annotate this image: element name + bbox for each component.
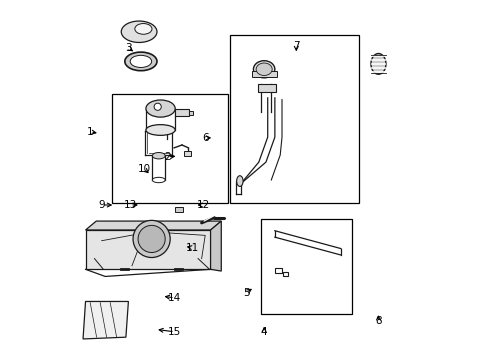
Bar (175, 207, 183, 212)
Bar (274, 267, 282, 273)
Ellipse shape (152, 153, 165, 159)
Ellipse shape (145, 125, 175, 135)
Text: 5: 5 (243, 288, 249, 297)
Ellipse shape (152, 177, 165, 183)
Ellipse shape (253, 61, 274, 78)
Bar (184, 151, 191, 156)
Text: 8: 8 (374, 316, 381, 326)
Ellipse shape (130, 55, 151, 67)
Bar (175, 109, 188, 116)
Text: 4: 4 (260, 327, 267, 337)
Bar (283, 272, 287, 276)
Ellipse shape (236, 176, 243, 186)
Text: 1: 1 (87, 127, 93, 137)
Text: 12: 12 (196, 200, 210, 210)
Circle shape (133, 220, 170, 257)
Ellipse shape (121, 21, 157, 42)
Bar (188, 111, 193, 114)
Circle shape (154, 103, 161, 111)
Text: 10: 10 (138, 164, 151, 174)
Polygon shape (83, 301, 128, 339)
Text: 7: 7 (292, 41, 299, 51)
Bar (112, 94, 228, 203)
Bar (257, 84, 275, 93)
Polygon shape (85, 221, 221, 230)
Text: 11: 11 (186, 243, 199, 253)
Ellipse shape (145, 100, 175, 117)
Text: 9: 9 (98, 200, 105, 210)
Text: 14: 14 (168, 293, 181, 303)
Text: 2: 2 (164, 152, 171, 162)
Ellipse shape (370, 54, 385, 74)
Circle shape (138, 225, 165, 252)
Bar (230, 35, 358, 203)
Text: 13: 13 (123, 200, 137, 210)
Ellipse shape (135, 23, 152, 34)
Bar (251, 71, 276, 77)
Ellipse shape (256, 63, 272, 76)
Text: 15: 15 (168, 327, 181, 337)
Bar (260, 219, 351, 314)
Polygon shape (85, 230, 210, 269)
Ellipse shape (124, 52, 157, 71)
Text: 3: 3 (125, 43, 131, 53)
Text: 6: 6 (202, 133, 208, 143)
Polygon shape (210, 221, 221, 271)
